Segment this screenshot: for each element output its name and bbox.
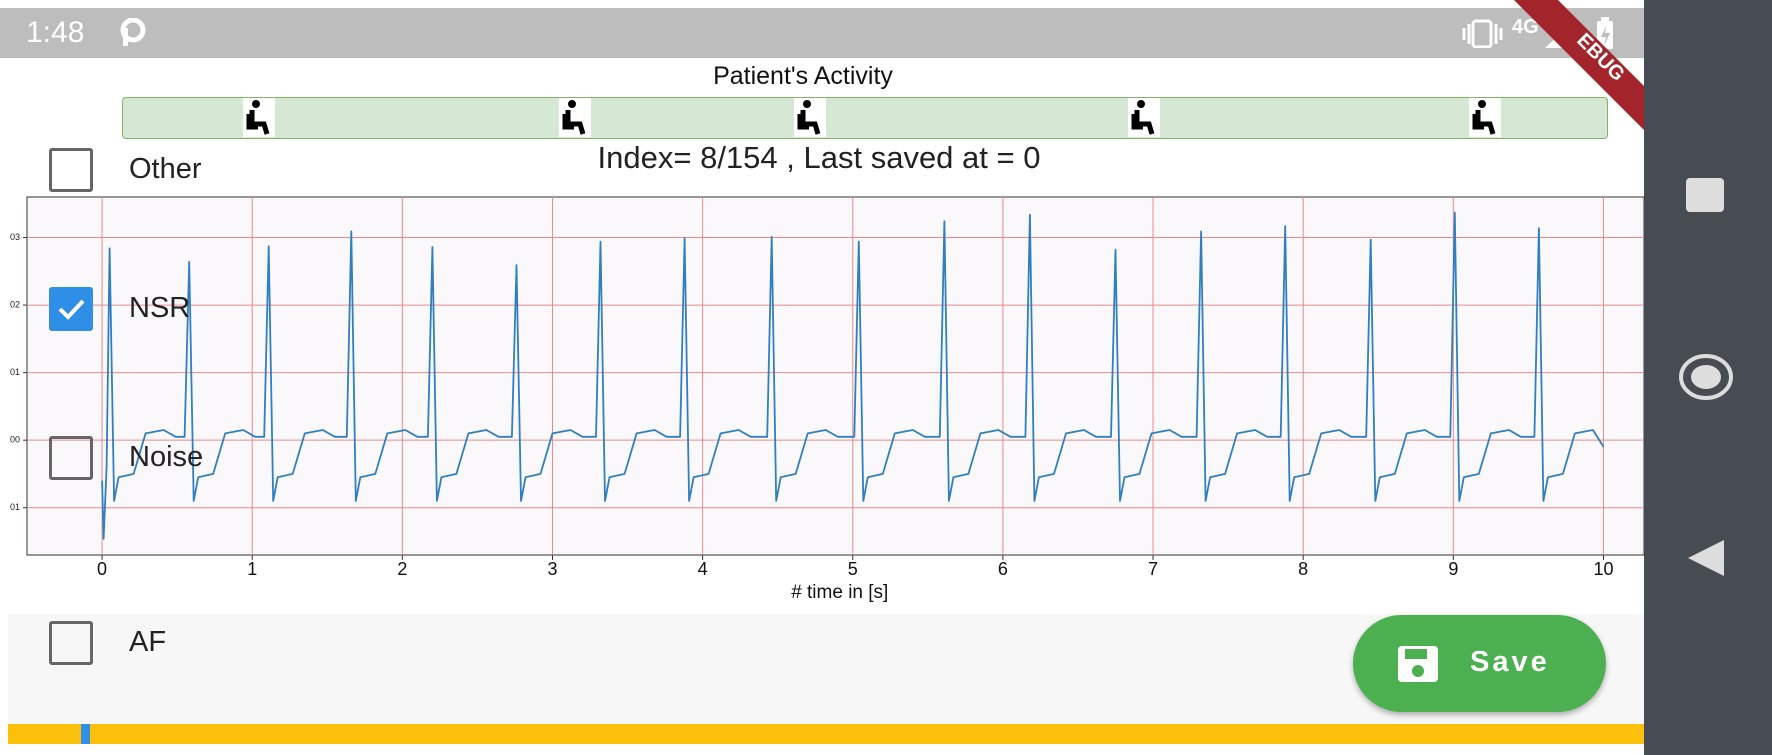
seat-icon [559, 98, 591, 137]
seat-glyph [246, 100, 270, 135]
activity-title-text: Patient's Activity [713, 62, 893, 90]
checkmark [58, 299, 85, 320]
x-tick-label: 0 [97, 559, 107, 579]
y-tick-label: 01 [10, 367, 20, 377]
seat-icon [794, 98, 826, 137]
battery-icon [1597, 17, 1613, 49]
x-tick-label: 1 [247, 559, 257, 579]
save-icon [1398, 646, 1438, 682]
y-tick-label: 02 [10, 299, 20, 309]
checkbox-label: NSR [129, 292, 191, 324]
seat-icon [243, 98, 275, 137]
ecg-line [101, 211, 1605, 540]
seat-icon [1469, 98, 1501, 137]
x-tick-label: 9 [1448, 559, 1458, 579]
x-tick-label: 6 [998, 559, 1008, 579]
nav-bar [1644, 0, 1772, 755]
x-tick-label: 5 [848, 559, 858, 579]
seat-icon [1128, 98, 1160, 137]
seat-glyph [1472, 100, 1496, 135]
x-tick-label: 3 [547, 559, 557, 579]
network-label: 4G [1512, 16, 1539, 38]
seat-glyph [797, 100, 821, 135]
index-label-text: Index= 8/154 , Last saved at = 0 [597, 140, 1041, 175]
y-tick-label: 00 [10, 435, 20, 445]
debug-banner: EBUG [1514, 0, 1644, 130]
x-tick-label: 7 [1148, 559, 1158, 579]
x-tick-label: 4 [698, 559, 708, 579]
app-icon [120, 18, 146, 46]
save-button[interactable]: Save [1353, 615, 1606, 712]
checkbox-label: AF [129, 626, 167, 658]
index-label: Index= 8/154 , Last saved at = 0 [0, 140, 1644, 176]
back-button[interactable] [1684, 538, 1728, 578]
x-tick-label: 2 [397, 559, 407, 579]
x-tick-label: 10 [1593, 559, 1613, 579]
y-tick-label: 01 [10, 502, 20, 512]
checkbox[interactable] [49, 287, 93, 331]
activity-title: Patient's Activity [0, 62, 1644, 91]
checkbox[interactable] [49, 436, 93, 480]
home-button[interactable] [1676, 352, 1736, 402]
activity-bar [122, 97, 1608, 139]
x-tick-label: 8 [1298, 559, 1308, 579]
seat-glyph [1131, 100, 1155, 135]
checkbox-label: Other [129, 153, 202, 185]
clock: 1:48 [26, 16, 85, 49]
x-axis-label: # time in [s] [791, 582, 888, 603]
save-label: Save [1470, 646, 1550, 678]
checkbox[interactable] [49, 148, 93, 192]
y-tick-label: 03 [10, 232, 20, 242]
progress-bar [8, 724, 1644, 744]
recents-button[interactable] [1686, 178, 1724, 212]
checkbox-label: Noise [129, 441, 204, 473]
seat-glyph [562, 100, 586, 135]
vibrate-icon [1462, 19, 1503, 48]
progress-marker [81, 724, 90, 744]
checkbox[interactable] [49, 621, 93, 665]
